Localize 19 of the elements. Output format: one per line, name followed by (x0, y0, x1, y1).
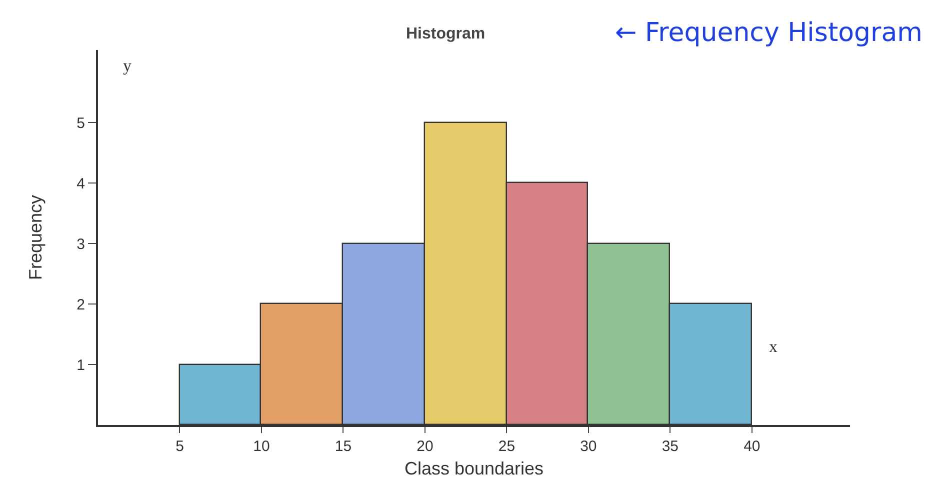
chart-title: Histogram (406, 26, 486, 43)
y-tick-label: 5 (76, 114, 85, 132)
y-tick-label: 4 (76, 175, 85, 192)
x-axis-title: Class boundaries (404, 458, 544, 479)
y-tick-label: 2 (76, 296, 85, 314)
annotation: x (769, 337, 778, 356)
x-tick-label: 30 (580, 438, 597, 455)
x-tick-label: 5 (176, 438, 184, 455)
x-tick-label: 35 (662, 438, 679, 455)
y-axis-title: Frequency (25, 194, 46, 280)
annotation: y (123, 56, 132, 75)
x-tick-label: 40 (744, 438, 760, 455)
y-tick-label: 3 (76, 236, 85, 253)
x-tick-label: 25 (498, 438, 516, 455)
text: ← Frequency Histogram (615, 18, 923, 48)
x-tick-label: 15 (334, 438, 352, 455)
y-tick-label: 1 (76, 356, 85, 374)
x-tick-label: 10 (253, 438, 270, 455)
x-tick-label: 20 (416, 438, 434, 455)
